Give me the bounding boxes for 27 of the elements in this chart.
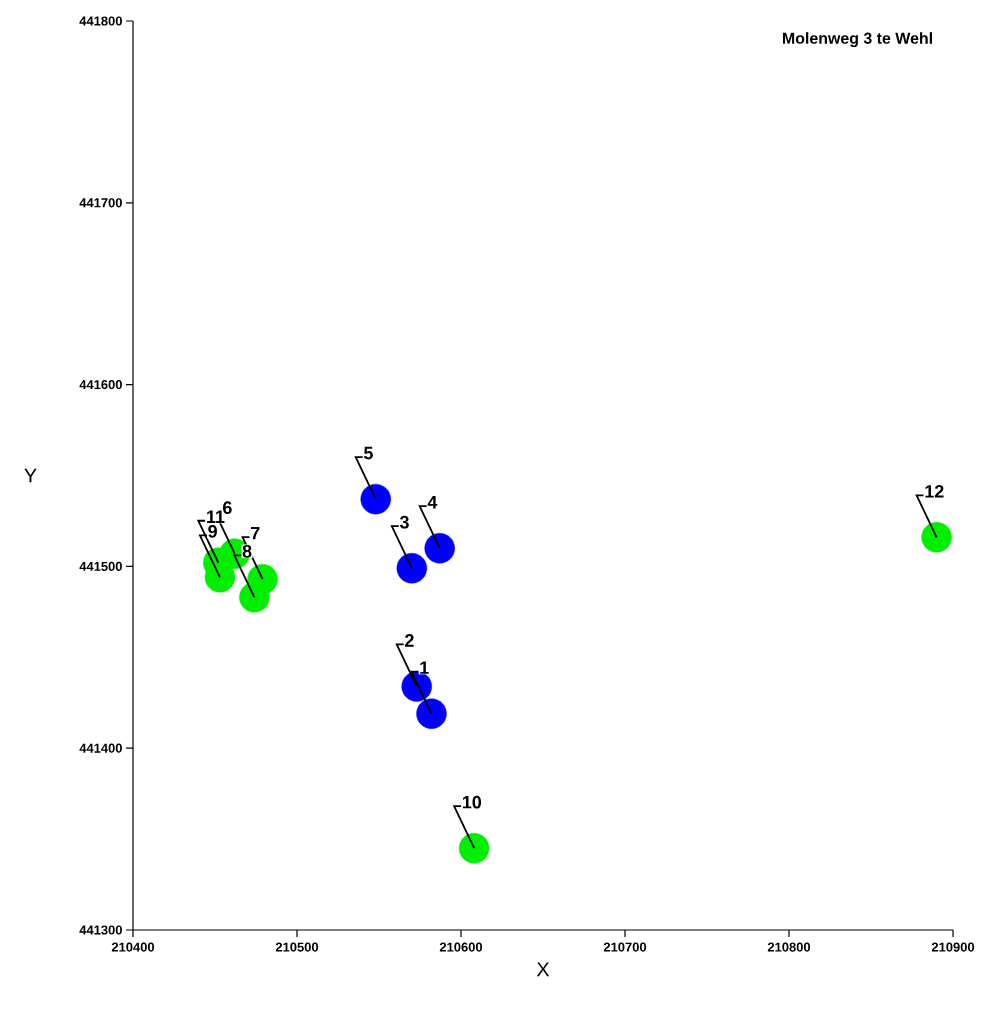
annotation: 5 <box>363 446 373 460</box>
annotation: 1 <box>420 661 429 674</box>
x-tick-label: 210500 <box>275 942 319 952</box>
annotation: 2 <box>405 634 414 647</box>
annotation: 3 <box>399 515 409 529</box>
annotation: 7 <box>251 526 260 540</box>
annotation: 4 <box>427 496 438 509</box>
x-tick-label: 210700 <box>603 942 647 952</box>
y-tick-label: 441500 <box>79 561 122 571</box>
y-tick-label: 441700 <box>79 198 122 208</box>
annotation: 10 <box>462 795 482 809</box>
annotation: 12 <box>925 485 944 498</box>
annotation: 8 <box>242 544 252 558</box>
annotation: 6 <box>223 501 232 515</box>
x-tick-label: 210900 <box>931 942 975 952</box>
x-axis-title: X <box>536 962 550 977</box>
x-tick-label: 210600 <box>439 942 483 952</box>
x-tick-label: 210400 <box>111 942 155 952</box>
y-tick-label: 441300 <box>79 925 122 935</box>
y-tick-label: 441400 <box>79 743 122 753</box>
y-axis-title: Y <box>24 468 37 483</box>
y-tick-label: 441600 <box>79 380 122 390</box>
annotation: 11 <box>207 510 225 523</box>
y-tick-label: 441800 <box>79 16 122 26</box>
x-tick-label: 210800 <box>767 942 811 952</box>
text: Molenweg 3 te Wehl <box>782 32 932 48</box>
annotation: 9 <box>208 524 217 538</box>
